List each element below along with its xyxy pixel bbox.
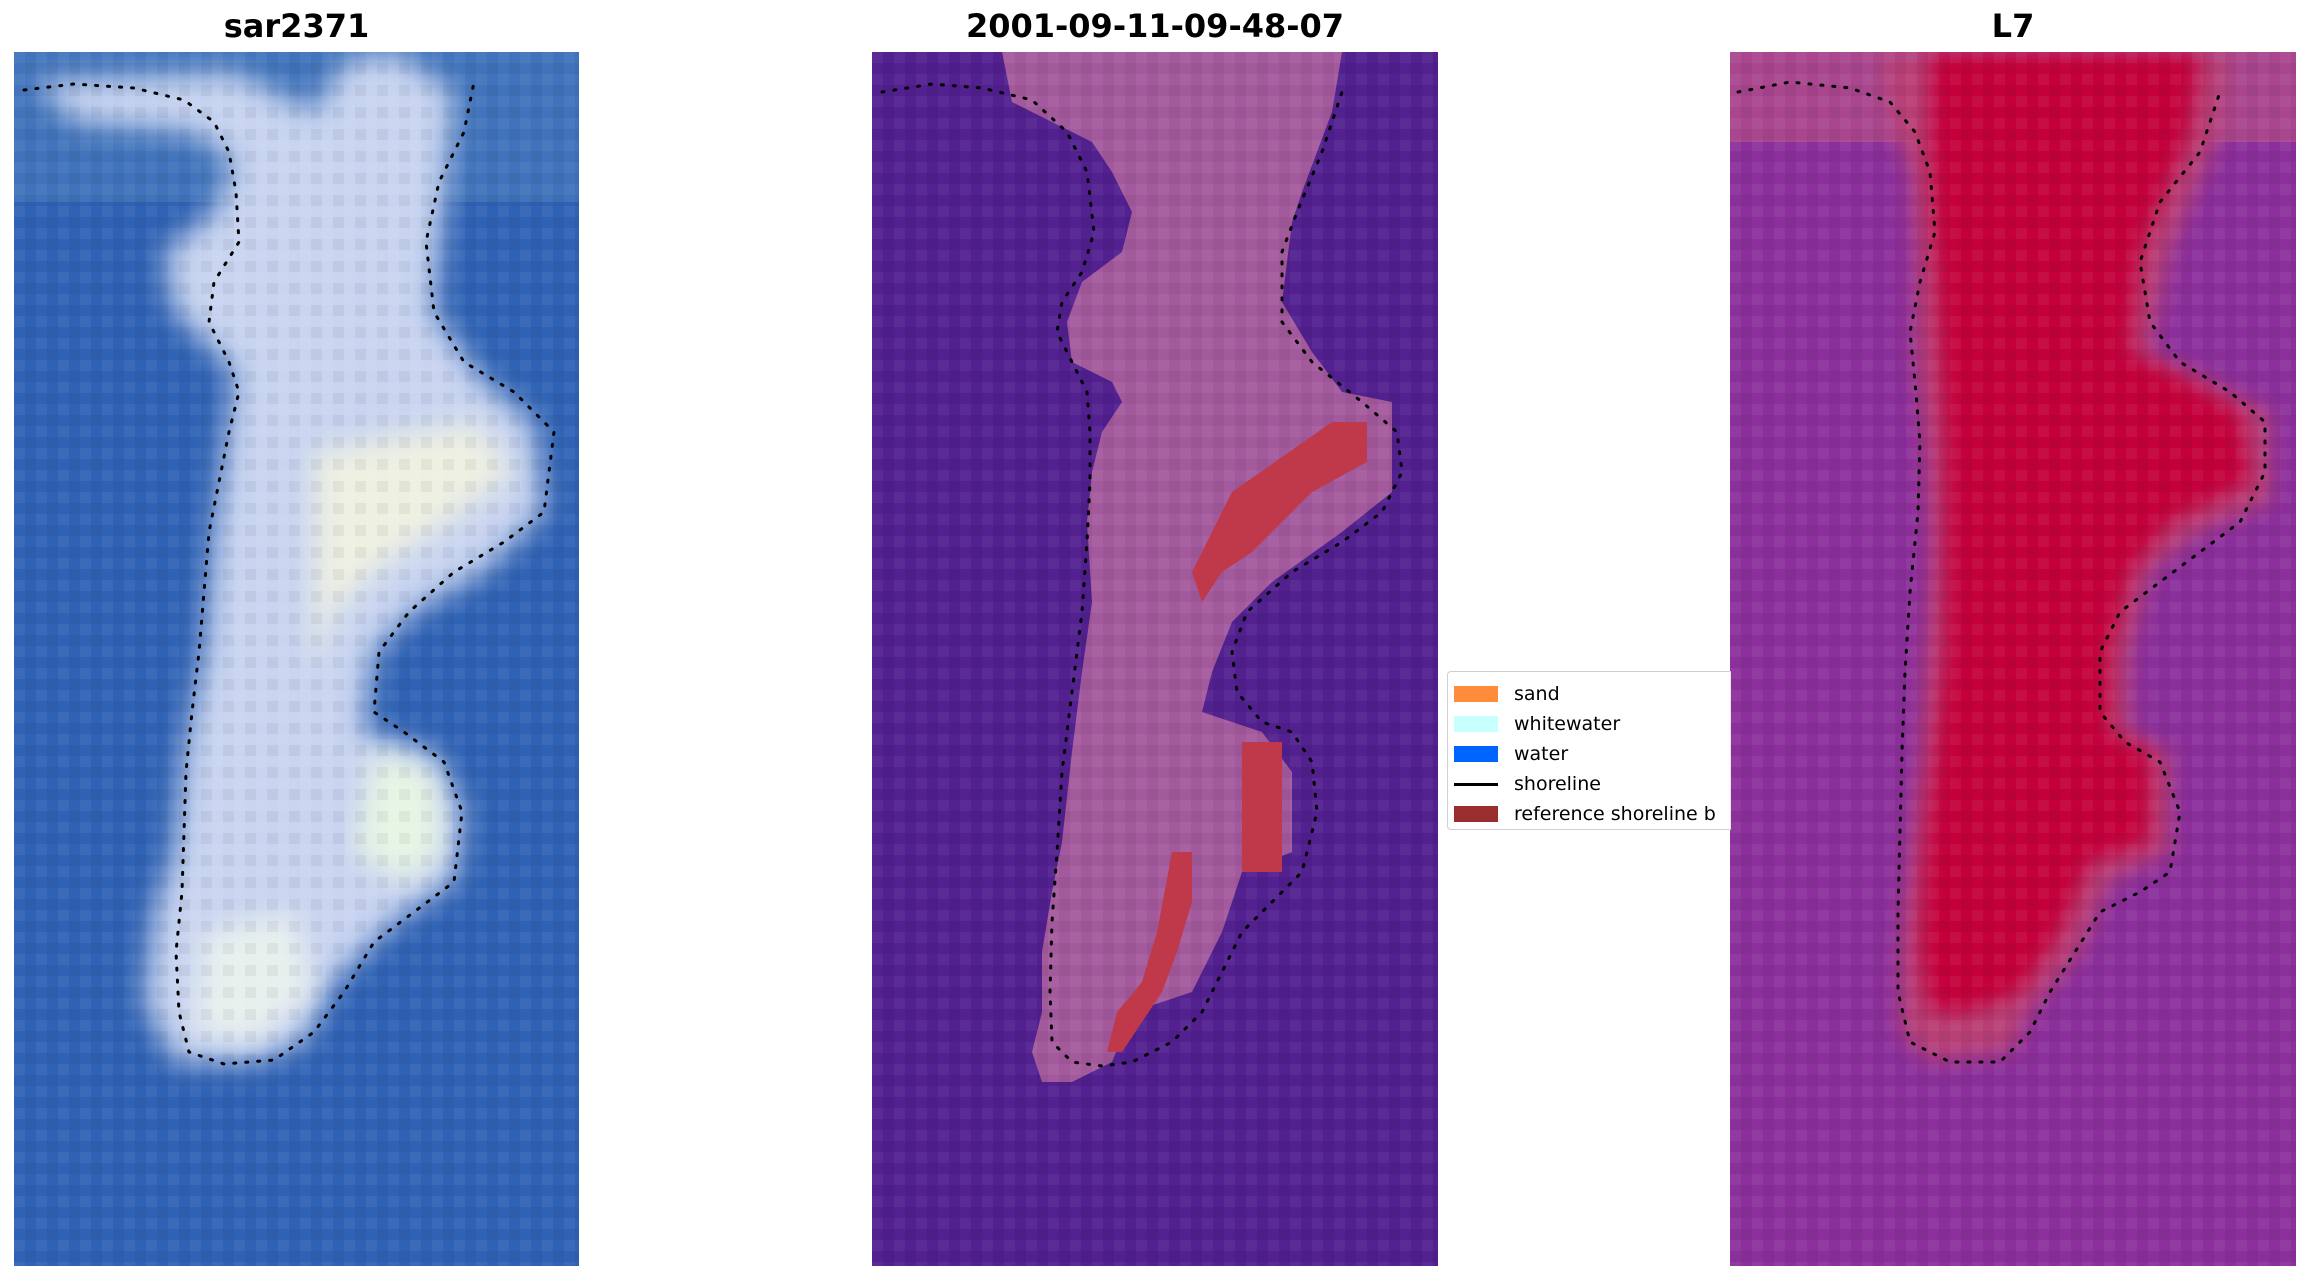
pixel-texture: [872, 52, 1438, 1266]
rgb-image-panel: [14, 52, 579, 1266]
legend-item-water: water: [1454, 739, 1568, 769]
reference-shoreline-buffer: [1192, 422, 1367, 602]
legend-swatch-reference: [1454, 806, 1498, 822]
pixel-texture: [1730, 52, 2296, 1266]
legend-swatch-water: [1454, 746, 1498, 762]
legend-swatch-whitewater: [1454, 716, 1498, 732]
legend-label: sand: [1514, 683, 1560, 705]
rgb-image: [14, 52, 579, 1266]
shoreline: [22, 80, 556, 1066]
legend-item-whitewater: whitewater: [1454, 709, 1620, 739]
legend-item-sand: sand: [1454, 679, 1560, 709]
panel-title-classified: 2001-09-11-09-48-07: [965, 7, 1345, 45]
legend: sand whitewater water shoreline referenc…: [1447, 671, 1731, 830]
legend-label: water: [1514, 743, 1569, 765]
classified-image: [872, 52, 1438, 1266]
legend-label: shoreline: [1514, 773, 1601, 795]
legend-label: whitewater: [1514, 713, 1621, 735]
index-image: [1730, 52, 2296, 1266]
legend-swatch-sand: [1454, 686, 1498, 702]
index-image-panel: [1730, 52, 2296, 1266]
shoreline: [1736, 80, 2267, 1064]
reference-shoreline-buffer: [1107, 852, 1192, 1052]
pixel-texture: [14, 52, 579, 1266]
panel-title-rgb: sar2371: [223, 7, 370, 45]
panel-title-index: L7: [1991, 7, 2035, 45]
legend-label: reference shoreline b: [1514, 803, 1716, 825]
legend-item-shoreline: shoreline: [1454, 769, 1601, 799]
legend-item-reference-shoreline-buffer: reference shoreline b: [1454, 799, 1716, 829]
classified-image-panel: [872, 52, 1438, 1266]
reference-shoreline-buffer: [1242, 742, 1282, 872]
legend-line-shoreline: [1454, 782, 1498, 786]
